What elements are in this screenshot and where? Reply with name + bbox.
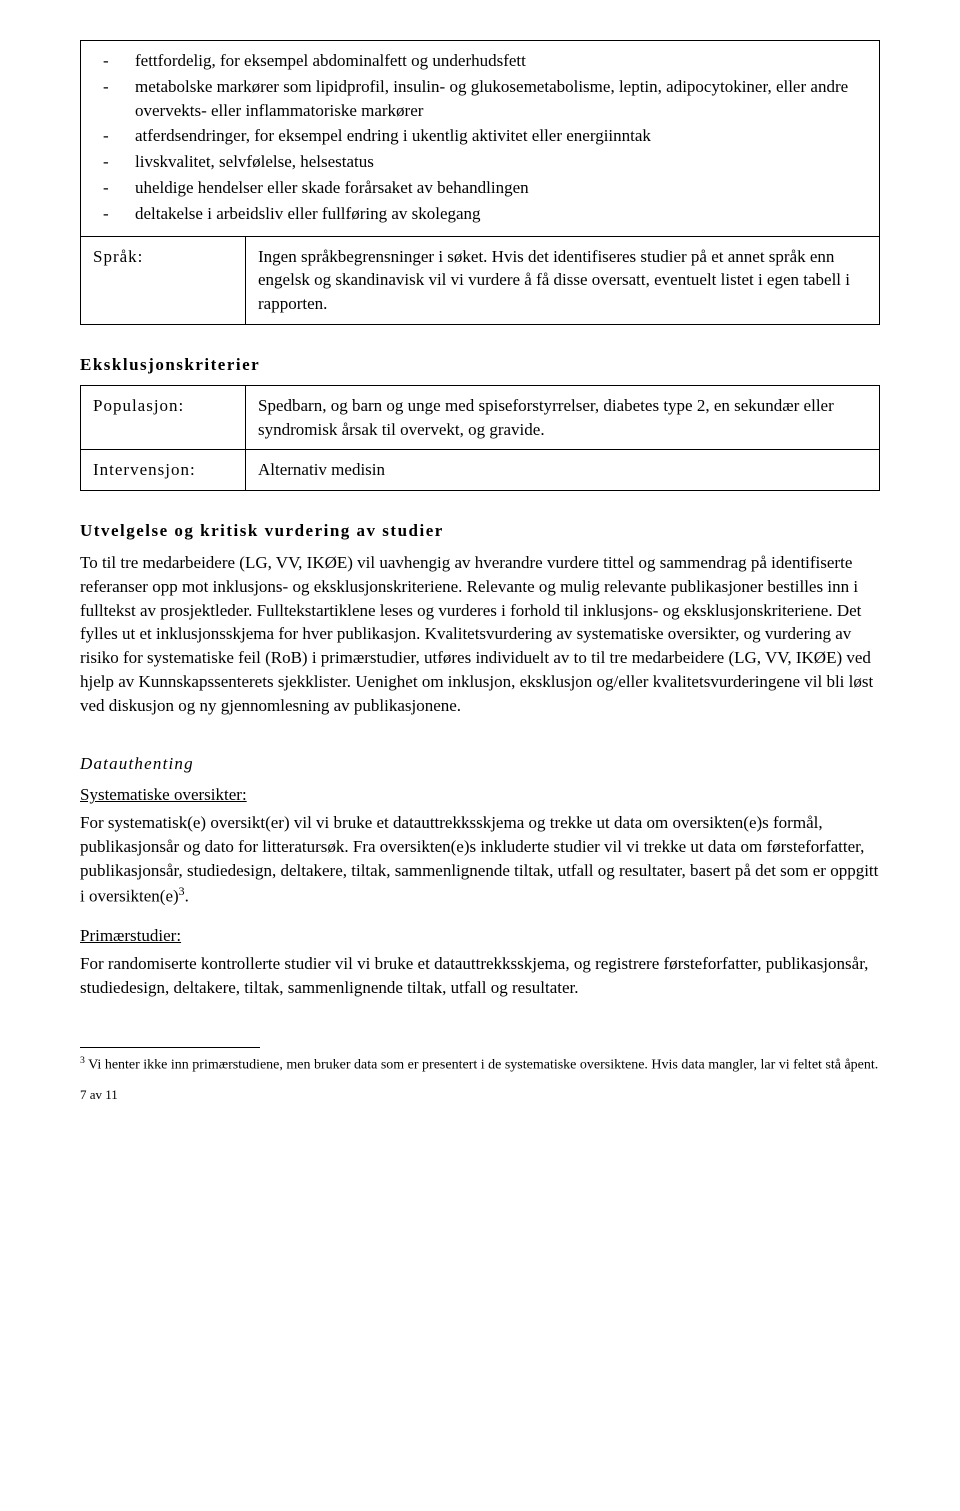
bullet-text: livskvalitet, selvfølelse, helsestatus [135, 150, 374, 174]
sprak-value: Ingen språkbegrensninger i søket. Hvis d… [246, 236, 880, 324]
primaer-heading: Primærstudier: [80, 926, 181, 945]
eksklusjon-table: Populasjon: Spedbarn, og barn og unge me… [80, 385, 880, 491]
populasjon-label: Populasjon: [81, 385, 246, 450]
box1-bullets-cell: fettfordelig, for eksempel abdominalfett… [81, 41, 880, 237]
footnote: 3 Vi henter ikke inn primærstudiene, men… [80, 1054, 880, 1076]
bullet-item: uheldige hendelser eller skade forårsake… [93, 176, 867, 200]
bullet-item: metabolske markører som lipidprofil, ins… [93, 75, 867, 123]
bullet-item: fettfordelig, for eksempel abdominalfett… [93, 49, 867, 73]
criteria-table-1: fettfordelig, for eksempel abdominalfett… [80, 40, 880, 325]
utvelgelse-para: To til tre medarbeidere (LG, VV, IKØE) v… [80, 551, 880, 718]
page-number: 7 av 11 [80, 1086, 880, 1104]
sprak-label: Språk: [81, 236, 246, 324]
intervensjon-label: Intervensjon: [81, 450, 246, 491]
eksklusjon-heading: Eksklusjonskriterier [80, 353, 880, 377]
bullet-item: livskvalitet, selvfølelse, helsestatus [93, 150, 867, 174]
bullet-text: deltakelse i arbeidsliv eller fullføring… [135, 202, 481, 226]
datauthenting-heading: Datauthenting [80, 752, 880, 776]
bullet-text: atferdsendringer, for eksempel endring i… [135, 124, 651, 148]
footnote-text: Vi henter ikke inn primærstudiene, men b… [85, 1058, 878, 1073]
footnote-rule [80, 1047, 260, 1048]
intervensjon-value: Alternativ medisin [246, 450, 880, 491]
bullet-text: uheldige hendelser eller skade forårsake… [135, 176, 529, 200]
bullet-item: atferdsendringer, for eksempel endring i… [93, 124, 867, 148]
populasjon-value: Spedbarn, og barn og unge med spiseforst… [246, 385, 880, 450]
bullet-text: metabolske markører som lipidprofil, ins… [135, 75, 867, 123]
systematiske-heading: Systematiske oversikter: [80, 785, 247, 804]
systematiske-block: Systematiske oversikter: For systematisk… [80, 783, 880, 908]
primaer-para: For randomiserte kontrollerte studier vi… [80, 952, 880, 1000]
systematiske-para: For systematisk(e) oversikt(er) vil vi b… [80, 811, 880, 908]
systematiske-para-post: . [185, 886, 189, 905]
primaer-block: Primærstudier: For randomiserte kontroll… [80, 924, 880, 999]
box1-bullets: fettfordelig, for eksempel abdominalfett… [93, 49, 867, 226]
utvelgelse-heading: Utvelgelse og kritisk vurdering av studi… [80, 519, 880, 543]
systematiske-para-pre: For systematisk(e) oversikt(er) vil vi b… [80, 813, 878, 905]
bullet-item: deltakelse i arbeidsliv eller fullføring… [93, 202, 867, 226]
bullet-text: fettfordelig, for eksempel abdominalfett… [135, 49, 526, 73]
